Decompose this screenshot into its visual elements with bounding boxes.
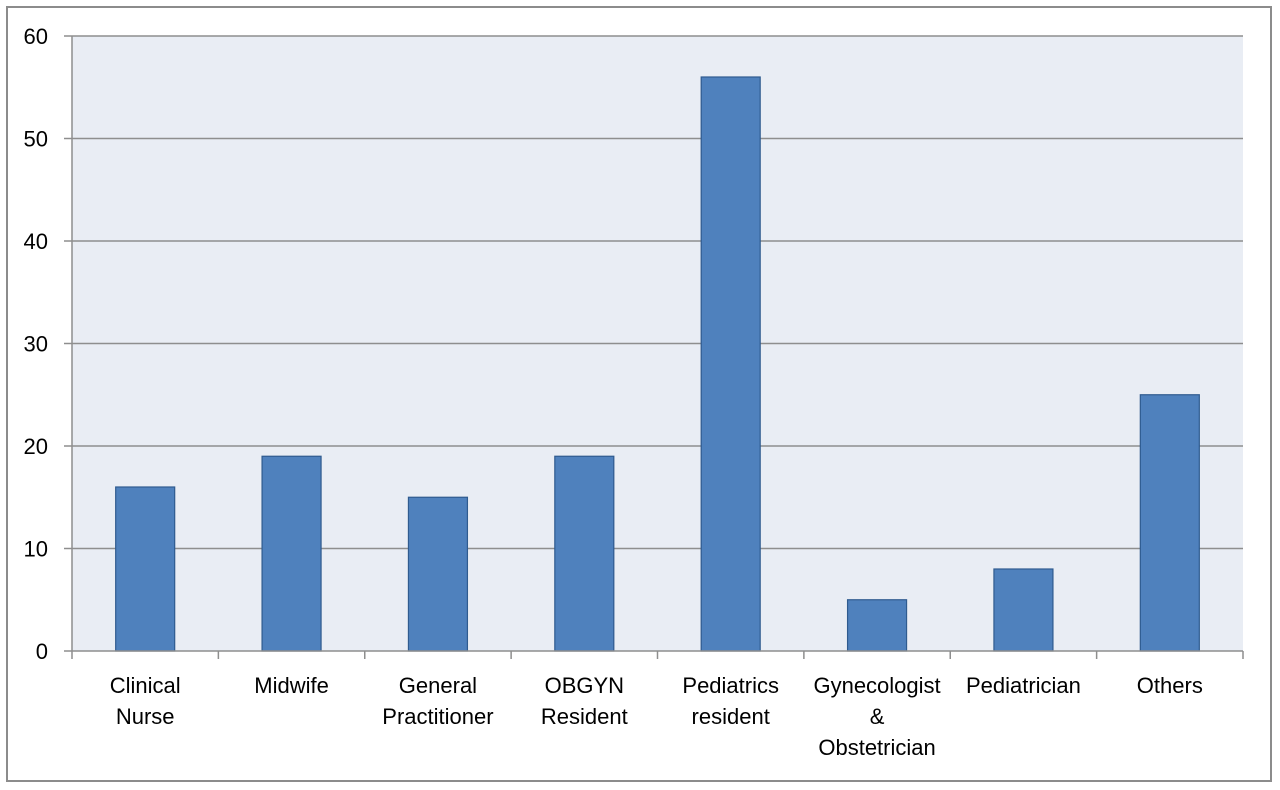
- x-category-label-line: Midwife: [254, 673, 329, 698]
- y-tick-labels: 0 10 20 30 40 50 60: [24, 24, 48, 664]
- x-category-label: Gynecologist & Obstetrician: [813, 673, 940, 760]
- bar: [993, 568, 1054, 652]
- gridlines: [72, 35, 1243, 550]
- axes: [64, 35, 1244, 659]
- x-category-labels: Clinical Nurse Midwife General Practitioner O…: [110, 673, 1203, 760]
- x-category-label-line: Clinical: [110, 673, 181, 698]
- y-tick-label: 50: [24, 127, 48, 152]
- y-tick-label: 0: [36, 639, 48, 664]
- x-category-label-line: Others: [1137, 673, 1203, 698]
- x-category-label-line: &: [870, 704, 885, 729]
- bars: [115, 76, 1200, 652]
- x-category-label-line: Nurse: [116, 704, 175, 729]
- y-tick-label: 10: [24, 537, 48, 562]
- x-category-label-line: Resident: [541, 704, 628, 729]
- x-category-label-line: resident: [692, 704, 770, 729]
- y-tick-label: 30: [24, 332, 48, 357]
- y-tick-label: 40: [24, 229, 48, 254]
- y-tick-label: 20: [24, 434, 48, 459]
- x-category-label-line: Pediatrician: [966, 673, 1081, 698]
- bar: [700, 76, 761, 652]
- bar: [261, 455, 322, 652]
- bar: [846, 599, 908, 652]
- bar: [1139, 394, 1200, 652]
- bar: [407, 496, 469, 652]
- x-category-label-line: General: [399, 673, 477, 698]
- bar: [554, 455, 615, 652]
- x-category-label: Others: [1137, 673, 1203, 698]
- x-category-label-line: Gynecologist: [813, 673, 940, 698]
- x-category-label: General Practitioner: [382, 673, 493, 729]
- y-tick-label: 60: [24, 24, 48, 49]
- bar: [115, 486, 176, 652]
- x-category-label: Clinical Nurse: [110, 673, 181, 729]
- x-category-label-line: Obstetrician: [818, 735, 935, 760]
- x-category-label: OBGYN Resident: [541, 673, 628, 729]
- x-category-label-line: Pediatrics: [682, 673, 779, 698]
- x-category-label: Midwife: [254, 673, 329, 698]
- x-category-label-line: OBGYN: [545, 673, 624, 698]
- x-category-label: Pediatrics resident: [682, 673, 779, 729]
- x-category-label-line: Practitioner: [382, 704, 493, 729]
- x-category-label: Pediatrician: [966, 673, 1081, 698]
